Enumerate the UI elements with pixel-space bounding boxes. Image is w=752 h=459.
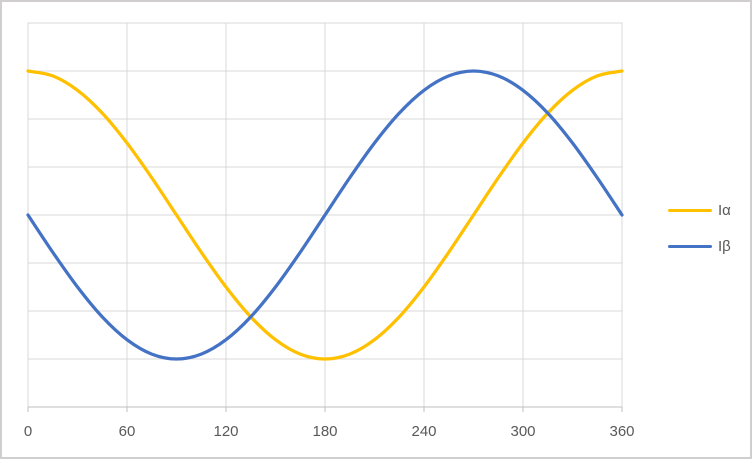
legend-item-ibeta[interactable]: Iβ <box>668 228 731 264</box>
x-axis <box>27 406 623 412</box>
legend-item-ialpha[interactable]: Iα <box>668 192 731 228</box>
legend-line-sample-ibeta <box>668 244 712 248</box>
x-tick-label: 300 <box>510 423 535 440</box>
legend-label-ialpha: Iα <box>718 201 731 219</box>
legend: Iα Iβ <box>668 192 731 264</box>
x-axis-labels: 0 60 120 180 240 300 360 <box>24 423 635 440</box>
x-tick-label: 360 <box>609 423 634 440</box>
legend-line-sample-ialpha <box>668 208 712 212</box>
series-lines <box>26 69 624 361</box>
x-tick-label: 0 <box>24 423 32 440</box>
series-line-ibeta[interactable] <box>26 69 624 361</box>
x-tick-label: 60 <box>119 423 136 440</box>
series-line-ialpha[interactable] <box>26 69 624 361</box>
x-tick-label: 120 <box>213 423 238 440</box>
x-tick-label: 180 <box>312 423 337 440</box>
x-tick-label: 240 <box>411 423 436 440</box>
legend-label-ibeta: Iβ <box>718 237 731 255</box>
